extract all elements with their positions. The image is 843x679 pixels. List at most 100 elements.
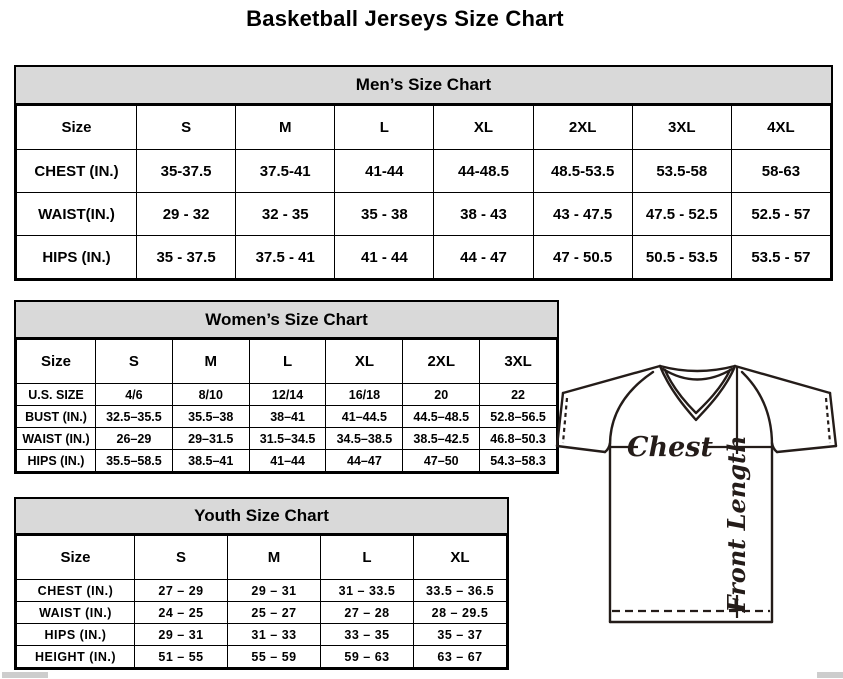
page-title: Basketball Jerseys Size Chart (246, 6, 564, 31)
row-label: CHEST (IN.) (16, 579, 135, 602)
size-cell: 35 - 37.5 (135, 235, 237, 279)
size-cell: 38.5–42.5 (402, 427, 481, 450)
row-label: BUST (IN.) (16, 405, 96, 428)
size-cell: 38 - 43 (433, 192, 534, 236)
column-header: 3XL (631, 105, 732, 150)
size-cell: 35 - 38 (334, 192, 435, 236)
horizontal-scrollbar-thumb-left[interactable] (2, 672, 48, 678)
header-row: Size S M L XL (16, 535, 507, 580)
size-cell: 31 – 33 (227, 623, 321, 646)
row-label: WAIST (IN.) (16, 427, 96, 450)
mens-size-chart-title: Men’s Size Chart (16, 67, 831, 105)
size-cell: 59 – 63 (320, 645, 414, 668)
size-cell: 35.5–58.5 (95, 449, 173, 472)
size-cell: 28 – 29.5 (413, 601, 507, 624)
womens-size-chart-title: Women’s Size Chart (16, 302, 557, 339)
size-cell: 44.5–48.5 (402, 405, 481, 428)
size-cell: 58-63 (730, 149, 832, 193)
size-cell: 44–47 (325, 449, 404, 472)
size-cell: 55 – 59 (227, 645, 321, 668)
size-cell: 54.3–58.3 (479, 449, 557, 472)
youth-size-chart-title: Youth Size Chart (16, 499, 507, 535)
size-cell: 35 – 37 (413, 623, 507, 646)
size-cell: 37.5 - 41 (235, 235, 336, 279)
jersey-measurement-diagram: Chest Front Length (555, 364, 838, 624)
size-cell: 47–50 (402, 449, 481, 472)
womens-size-table: Size S M L XL 2XL 3XL U.S. SIZE 4/6 8/10 12/14 16/1… (16, 339, 557, 472)
chest-label: Chest (627, 432, 713, 463)
mens-size-chart: Men’s Size Chart Size S M L XL 2XL 3XL 4XL CHEST… (14, 65, 833, 281)
womens-size-chart: Women’s Size Chart Size S M L XL 2XL 3XL U.S. S… (14, 300, 559, 474)
row-label: HIPS (IN.) (16, 235, 137, 279)
size-cell: 41–44 (248, 449, 327, 472)
table-row: WAIST(IN.) 29 - 32 32 - 35 35 - 38 38 - 43 43… (16, 192, 832, 236)
table-row: HIPS (IN.) 35.5–58.5 38.5–41 41–44 44–47 47–5… (16, 449, 557, 472)
size-cell: 53.5-58 (631, 149, 732, 193)
jersey-outline-icon (555, 364, 838, 624)
table-row: BUST (IN.) 32.5–35.5 35.5–38 38–41 41–44.5 44… (16, 405, 557, 428)
size-cell: 31.5–34.5 (248, 427, 327, 450)
youth-size-table: Size S M L XL CHEST (IN.) 27 – 29 29 – 31 31 – 3… (16, 535, 507, 668)
size-cell: 33.5 – 36.5 (413, 579, 507, 602)
size-cell: 48.5-53.5 (532, 149, 633, 193)
header-row: Size S M L XL 2XL 3XL (16, 339, 557, 384)
column-header: S (95, 339, 173, 384)
table-row: WAIST (IN.) 26–29 29–31.5 31.5–34.5 34.5–38.… (16, 427, 557, 450)
table-row: HIPS (IN.) 29 – 31 31 – 33 33 – 35 35 – 37 (16, 623, 507, 646)
row-label: HIPS (IN.) (16, 623, 135, 646)
front-length-label: Front Length (722, 435, 751, 613)
size-cell: 16/18 (325, 383, 404, 406)
size-cell: 27 – 28 (320, 601, 414, 624)
size-cell: 32.5–35.5 (95, 405, 173, 428)
column-header: S (135, 105, 237, 150)
column-header: L (320, 535, 414, 580)
jersey-dashed-seams-icon (561, 397, 832, 613)
size-cell: 34.5–38.5 (325, 427, 404, 450)
size-cell: 24 – 25 (134, 601, 228, 624)
measurement-lines (610, 366, 772, 618)
size-cell: 41–44.5 (325, 405, 404, 428)
table-row: HEIGHT (IN.) 51 – 55 55 – 59 59 – 63 63 – 67 (16, 645, 507, 668)
size-cell: 47.5 - 52.5 (631, 192, 732, 236)
size-cell: 35.5–38 (171, 405, 250, 428)
size-cell: 29–31.5 (171, 427, 250, 450)
size-cell: 38.5–41 (171, 449, 250, 472)
size-cell: 46.8–50.3 (479, 427, 557, 450)
table-row: CHEST (IN.) 27 – 29 29 – 31 31 – 33.5 33.5 –… (16, 579, 507, 602)
size-cell: 37.5-41 (235, 149, 336, 193)
size-cell: 50.5 - 53.5 (631, 235, 732, 279)
size-cell: 41 - 44 (334, 235, 435, 279)
size-cell: 22 (479, 383, 557, 406)
size-cell: 33 – 35 (320, 623, 414, 646)
size-cell: 63 – 67 (413, 645, 507, 668)
size-cell: 53.5 - 57 (730, 235, 832, 279)
size-cell: 44 - 47 (433, 235, 534, 279)
column-header: M (227, 535, 321, 580)
size-cell: 43 - 47.5 (532, 192, 633, 236)
size-cell: 35-37.5 (135, 149, 237, 193)
column-header: L (334, 105, 435, 150)
row-label: U.S. SIZE (16, 383, 96, 406)
column-header: 2XL (532, 105, 633, 150)
size-cell: 32 - 35 (235, 192, 336, 236)
size-cell: 29 – 31 (134, 623, 228, 646)
size-cell: 27 – 29 (134, 579, 228, 602)
youth-size-chart: Youth Size Chart Size S M L XL CHEST (IN.) 27 … (14, 497, 509, 670)
size-cell: 20 (402, 383, 481, 406)
horizontal-scrollbar-thumb-right[interactable] (817, 672, 843, 678)
column-header: Size (16, 105, 137, 150)
row-label: CHEST (IN.) (16, 149, 137, 193)
row-label: HEIGHT (IN.) (16, 645, 135, 668)
size-cell: 29 – 31 (227, 579, 321, 602)
table-row: CHEST (IN.) 35-37.5 37.5-41 41-44 44-48.5 48.… (16, 149, 832, 193)
size-cell: 29 - 32 (135, 192, 237, 236)
column-header: S (134, 535, 228, 580)
size-cell: 25 – 27 (227, 601, 321, 624)
size-cell: 4/6 (95, 383, 173, 406)
size-cell: 8/10 (171, 383, 250, 406)
column-header: L (248, 339, 327, 384)
column-header: Size (16, 339, 96, 384)
size-cell: 26–29 (95, 427, 173, 450)
size-cell: 38–41 (248, 405, 327, 428)
size-cell: 31 – 33.5 (320, 579, 414, 602)
